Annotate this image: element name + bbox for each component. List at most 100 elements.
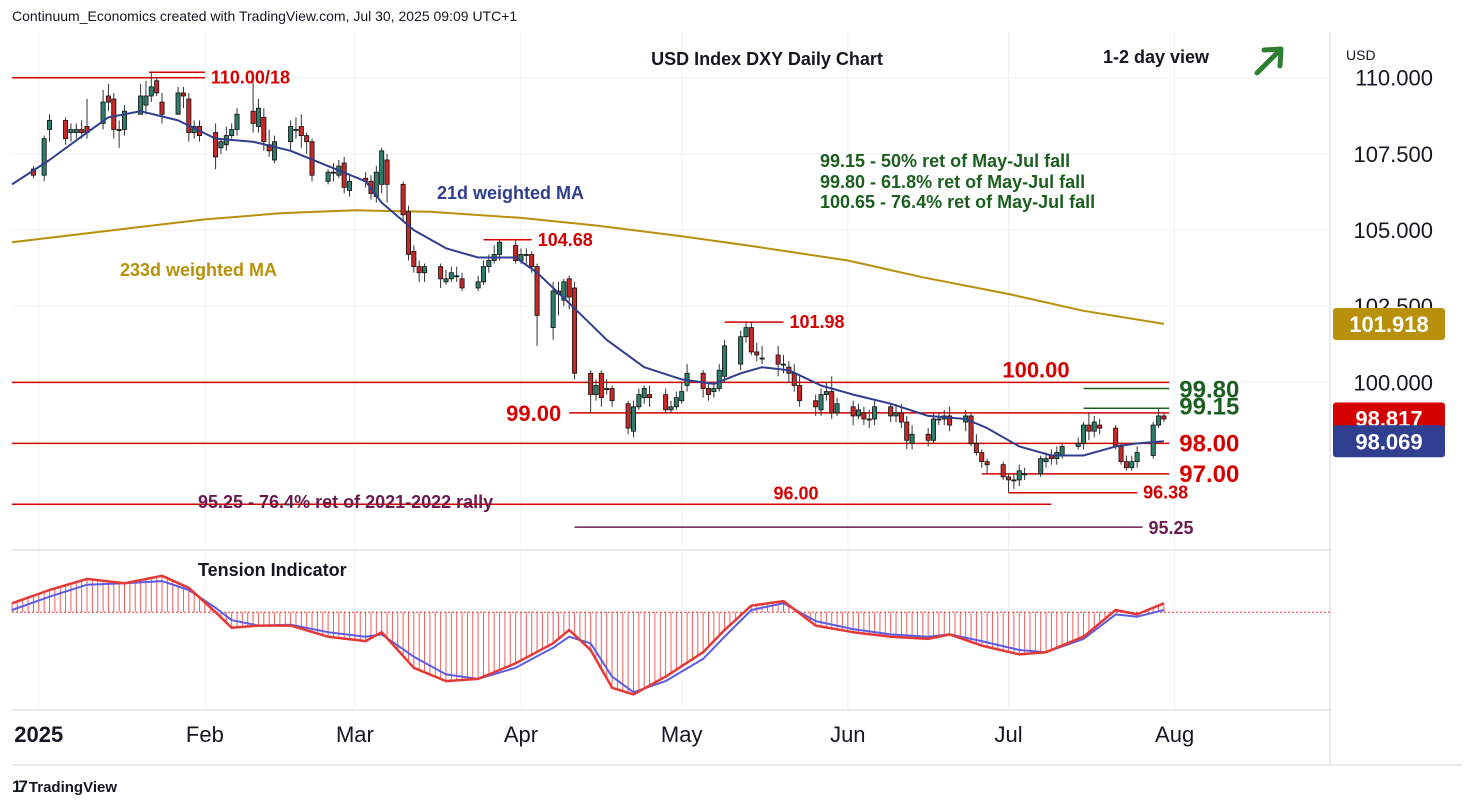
candle-body [636,394,642,408]
candle-body [1129,461,1135,469]
price-badge-label: 98.069 [1355,429,1422,454]
candle-body [122,110,128,130]
candle-body [947,415,953,426]
candle-body [411,250,417,268]
candle [459,272,465,291]
candle [68,123,74,142]
candle [775,345,781,377]
ma-233-line [11,209,1165,325]
candle [422,263,428,282]
candle-body [379,150,385,185]
candle [791,364,797,392]
candle [443,269,449,285]
candle-body [850,406,856,417]
candle-body [272,141,278,161]
tension-blue-line [11,580,1165,694]
candle-body [1081,424,1087,444]
candle [1043,452,1049,468]
candle [513,239,519,264]
candle-body [598,372,604,399]
candle [829,376,835,419]
candle-body [68,129,74,133]
candle [856,403,862,419]
candle [711,382,717,398]
candle [636,388,642,410]
candle-body [330,171,336,174]
candle-body [1000,464,1006,478]
tension-indicator-title: Tension Indicator [198,560,347,580]
level-label-10468: 104.68 [538,230,593,250]
candle [684,364,690,392]
candle-body [1161,415,1167,420]
candle-body [405,211,411,255]
level-label-9800: 98.00 [1179,430,1239,457]
candle [63,117,69,145]
candle [218,138,224,154]
candle-body [529,254,535,268]
candle-body [288,126,294,143]
candle-body [347,180,353,191]
ma-233-path [11,209,1165,325]
candle [604,379,610,395]
candle [1086,412,1092,441]
candle-body [1086,424,1092,432]
candle-body [1038,458,1044,475]
candle [716,364,722,392]
candle [850,400,856,426]
candle [234,108,240,136]
candle-body [1113,427,1119,447]
candle [384,153,390,203]
candle [304,132,310,154]
candle-body [100,101,106,124]
time-tick-label: Apr [504,722,538,747]
candle [588,370,594,413]
candle-body [979,452,985,463]
candle-body [416,266,422,274]
candle-body [1156,415,1162,426]
candle [159,92,165,124]
candle [229,123,235,139]
candle-body [829,391,835,414]
tradingview-logo[interactable]: 17 TradingView [12,777,117,797]
candle [630,400,636,438]
candle [1022,467,1028,480]
candle-body [448,272,454,280]
ma21-label: 21d weighted MA [437,183,584,203]
candle-body [909,433,915,444]
candle-body [673,397,679,408]
candle [984,458,990,474]
candle [754,342,760,362]
time-tick-label: 2025 [14,722,63,747]
chart-source-caption: Continuum_Economics created with Trading… [12,8,518,24]
candle-body [797,385,803,402]
candle [148,72,154,103]
candle [534,263,540,346]
candle-body [823,391,829,396]
candle-body [422,266,428,274]
candle [625,400,631,435]
candle [598,370,604,407]
candle [100,89,106,130]
candle [288,120,294,151]
candle [700,370,706,398]
candle [909,425,915,450]
candle [947,406,953,432]
candle-body [861,412,867,420]
candle-body [486,260,492,268]
candle [1081,422,1087,450]
candle-body [706,388,712,396]
candle [818,388,824,416]
ma233-label: 233d weighted MA [120,260,277,280]
candle-body [459,278,465,289]
candle [1150,422,1156,459]
candle [834,397,840,416]
candle [925,428,931,447]
candle-body [781,363,787,366]
candle [293,117,299,139]
candle-body [111,98,117,130]
candle-body [1134,452,1140,463]
level-label-9900: 99.00 [506,401,561,426]
candle-body [647,394,653,399]
level-label-9600: 96.00 [773,483,818,503]
